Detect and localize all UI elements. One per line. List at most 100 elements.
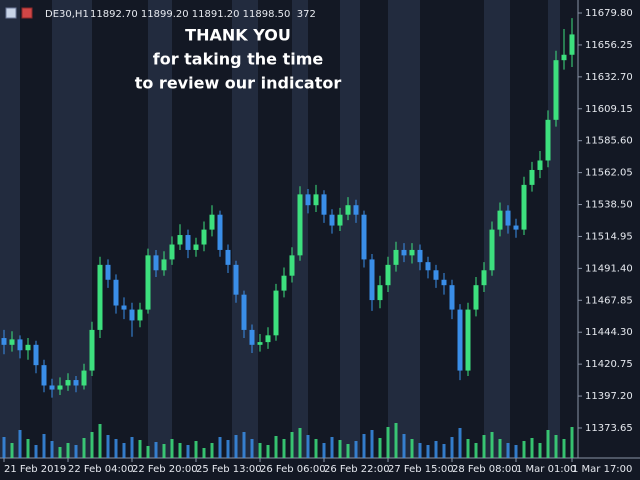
volume-bar (570, 427, 574, 458)
x-tick-label: 28 Feb 08:00 (452, 464, 518, 475)
candle-body (481, 270, 487, 286)
candle-body (65, 380, 71, 386)
candle-body (377, 285, 383, 301)
volume-bar (562, 439, 566, 458)
y-tick-label: 11514.95 (585, 231, 633, 242)
symbol: DE30,H1 (45, 9, 89, 20)
session-bands (0, 0, 560, 458)
volume-bar (74, 445, 78, 458)
candle-body (97, 264, 103, 330)
candle-body (225, 249, 231, 265)
y-tick-label: 11679.80 (585, 8, 633, 19)
y-tick-label: 11420.75 (585, 359, 633, 370)
volume-bar (522, 441, 526, 458)
volume-bar (250, 439, 254, 458)
volume-bar (266, 445, 270, 458)
candle-body (17, 339, 23, 351)
volume-bar (210, 443, 214, 458)
candle-body (145, 255, 151, 310)
candle-body (289, 255, 295, 276)
volume-bar (178, 443, 182, 458)
volume-bar (146, 446, 150, 458)
volume-bar (98, 424, 102, 458)
x-tick-label: 27 Feb 15:00 (388, 464, 454, 475)
volume-bar (306, 435, 310, 458)
candle-body (353, 205, 359, 215)
candle-body (497, 210, 503, 230)
candle-body (305, 194, 311, 206)
candle-body (473, 285, 479, 310)
candle-body (233, 264, 239, 295)
candle-body (249, 329, 255, 345)
candle-body (81, 370, 87, 386)
candle-body (129, 309, 135, 321)
session-band (388, 0, 420, 458)
candle-body (193, 244, 199, 250)
volume-bar (330, 437, 334, 458)
volume-bar (130, 437, 134, 458)
candle-body (513, 225, 519, 230)
candle-body (537, 160, 543, 170)
volume-bar (354, 441, 358, 458)
volume-bar (66, 443, 70, 458)
y-tick-label: 11467.85 (585, 295, 633, 306)
y-tick-label: 11444.30 (585, 327, 633, 338)
volume-bar (346, 444, 350, 458)
candle-body (297, 194, 303, 256)
candle-body (449, 285, 455, 310)
y-tick-label: 11609.15 (585, 104, 633, 115)
volume-bar (26, 439, 30, 458)
candle-body (41, 365, 47, 386)
volume-bar (18, 430, 22, 458)
volume-bar (378, 438, 382, 458)
annotation: to review our indicator (135, 74, 342, 93)
volume-bar (498, 439, 502, 458)
volume-bar (426, 445, 430, 458)
volume-bar (114, 439, 118, 458)
x-tick-label: 26 Feb 06:00 (260, 464, 326, 475)
candle-body (209, 214, 215, 230)
volume-bar (82, 438, 86, 458)
candle-body (385, 264, 391, 286)
candle-body (457, 309, 463, 371)
candle-body (313, 194, 319, 206)
y-tick-label: 11585.60 (585, 136, 633, 147)
volume-bar (50, 441, 54, 458)
annotation: for taking the time (153, 50, 324, 69)
icon (21, 7, 33, 19)
volume-bar (282, 439, 286, 458)
icon (5, 7, 17, 19)
candle-body (409, 249, 415, 256)
volume-bar (34, 445, 38, 458)
candle-body (217, 214, 223, 250)
candle-body (89, 329, 95, 371)
session-band (340, 0, 360, 458)
volume-bar (402, 434, 406, 458)
volume-bar (434, 441, 438, 458)
volume-bar (474, 443, 478, 458)
volume-bar (298, 428, 302, 458)
candle-body (273, 290, 279, 336)
y-tick-label: 11656.25 (585, 40, 633, 51)
candle-body (505, 210, 511, 226)
volume-bar (234, 435, 238, 458)
volume-bar (338, 440, 342, 458)
y-tick-label: 11373.65 (585, 423, 633, 434)
candle-body (281, 275, 287, 291)
volume-bar (226, 440, 230, 458)
candle-body (369, 259, 375, 301)
candle-body (25, 344, 31, 351)
quote: 11892.70 11899.20 11891.20 11898.50 372 (90, 9, 316, 20)
candle-body (177, 235, 183, 245)
annotation: THANK YOU (185, 26, 291, 45)
candle-body (425, 262, 431, 271)
candle-body (33, 344, 39, 366)
candle-body (545, 119, 551, 161)
candle-body (169, 244, 175, 260)
volume-bar (450, 437, 454, 458)
volume-bar (138, 440, 142, 458)
volume-bar (10, 443, 14, 458)
volume-bar (466, 439, 470, 458)
volume-bar (170, 439, 174, 458)
